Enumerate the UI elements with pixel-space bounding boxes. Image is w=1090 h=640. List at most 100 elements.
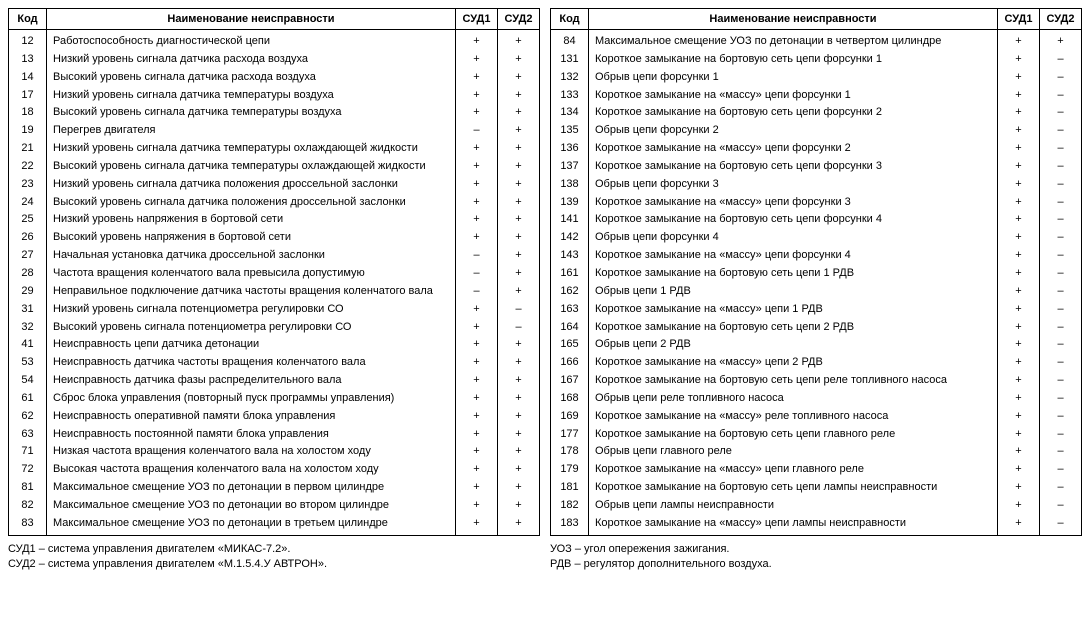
cell-sud2: +: [498, 443, 540, 461]
cell-sud1: +: [998, 318, 1040, 336]
table-row: 14Высокий уровень сигнала датчика расход…: [9, 68, 540, 86]
cell-code: 53: [9, 354, 47, 372]
cell-sud1: +: [998, 514, 1040, 535]
legend-right: УОЗ – угол опережения зажигания. РДВ – р…: [550, 542, 1082, 573]
cell-sud1: +: [998, 50, 1040, 68]
cell-sud1: +: [456, 425, 498, 443]
cell-sud2: –: [1040, 122, 1082, 140]
cell-code: 169: [551, 407, 589, 425]
cell-name: Обрыв цепи форсунки 1: [589, 68, 998, 86]
cell-code: 141: [551, 211, 589, 229]
cell-sud2: –: [1040, 229, 1082, 247]
cell-sud2: +: [498, 247, 540, 265]
cell-sud1: –: [456, 264, 498, 282]
cell-code: 32: [9, 318, 47, 336]
table-row: 167Короткое замыкание на бортовую сеть ц…: [551, 372, 1082, 390]
cell-code: 14: [9, 68, 47, 86]
cell-name: Неисправность оперативной памяти блока у…: [47, 407, 456, 425]
cell-name: Неправильное подключение датчика частоты…: [47, 282, 456, 300]
cell-sud2: –: [498, 318, 540, 336]
table-row: 26Высокий уровень напряжения в бортовой …: [9, 229, 540, 247]
cell-sud2: –: [1040, 389, 1082, 407]
cell-name: Низкий уровень сигнала датчика положения…: [47, 175, 456, 193]
cell-name: Короткое замыкание на бортовую сеть цепи…: [589, 372, 998, 390]
cell-sud2: +: [498, 140, 540, 158]
cell-code: 13: [9, 50, 47, 68]
cell-name: Неисправность постоянной памяти блока уп…: [47, 425, 456, 443]
cell-sud1: +: [456, 30, 498, 51]
header-name: Наименование неисправности: [47, 9, 456, 30]
cell-sud1: +: [998, 175, 1040, 193]
legend: СУД1 – система управления двигателем «МИ…: [8, 542, 1082, 573]
cell-code: 132: [551, 68, 589, 86]
cell-sud1: –: [456, 122, 498, 140]
cell-sud2: +: [498, 211, 540, 229]
legend-line: РДВ – регулятор дополнительного воздуха.: [550, 557, 1082, 572]
cell-code: 136: [551, 140, 589, 158]
cell-sud1: +: [998, 86, 1040, 104]
cell-name: Неисправность цепи датчика детонации: [47, 336, 456, 354]
cell-name: Обрыв цепи главного реле: [589, 443, 998, 461]
table-row: 178Обрыв цепи главного реле+–: [551, 443, 1082, 461]
table-row: 27Начальная установка датчика дроссельно…: [9, 247, 540, 265]
cell-sud1: +: [456, 193, 498, 211]
table-row: 18Высокий уровень сигнала датчика темпер…: [9, 104, 540, 122]
cell-sud1: +: [456, 318, 498, 336]
table-row: 137Короткое замыкание на бортовую сеть ц…: [551, 157, 1082, 175]
cell-sud1: +: [998, 282, 1040, 300]
cell-sud2: +: [498, 514, 540, 535]
cell-sud2: –: [1040, 140, 1082, 158]
cell-name: Короткое замыкание на бортовую сеть цепи…: [589, 104, 998, 122]
cell-code: 162: [551, 282, 589, 300]
table-row: 19Перегрев двигателя–+: [9, 122, 540, 140]
cell-sud1: +: [456, 140, 498, 158]
cell-sud2: +: [498, 425, 540, 443]
cell-sud2: +: [498, 175, 540, 193]
cell-code: 21: [9, 140, 47, 158]
cell-code: 183: [551, 514, 589, 535]
cell-code: 24: [9, 193, 47, 211]
cell-name: Высокий уровень сигнала датчика температ…: [47, 157, 456, 175]
cell-sud1: +: [456, 300, 498, 318]
cell-sud2: –: [1040, 175, 1082, 193]
cell-sud1: +: [998, 104, 1040, 122]
cell-sud1: +: [998, 229, 1040, 247]
cell-name: Высокий уровень сигнала датчика расхода …: [47, 68, 456, 86]
cell-name: Короткое замыкание на бортовую сеть цепи…: [589, 479, 998, 497]
cell-name: Короткое замыкание на бортовую сеть цепи…: [589, 318, 998, 336]
table-row: 72Высокая частота вращения коленчатого в…: [9, 461, 540, 479]
cell-code: 62: [9, 407, 47, 425]
cell-code: 167: [551, 372, 589, 390]
cell-sud1: +: [456, 407, 498, 425]
legend-line: СУД1 – система управления двигателем «МИ…: [8, 542, 540, 557]
table-row: 161Короткое замыкание на бортовую сеть ц…: [551, 264, 1082, 282]
cell-sud2: –: [498, 300, 540, 318]
table-row: 163Короткое замыкание на «массу» цепи 1 …: [551, 300, 1082, 318]
cell-code: 22: [9, 157, 47, 175]
table-row: 136Короткое замыкание на «массу» цепи фо…: [551, 140, 1082, 158]
cell-code: 131: [551, 50, 589, 68]
table-row: 63Неисправность постоянной памяти блока …: [9, 425, 540, 443]
cell-sud1: +: [998, 247, 1040, 265]
cell-code: 19: [9, 122, 47, 140]
table-row: 62Неисправность оперативной памяти блока…: [9, 407, 540, 425]
cell-sud2: +: [498, 50, 540, 68]
cell-sud2: –: [1040, 407, 1082, 425]
cell-name: Максимальное смещение УОЗ по детонации в…: [47, 514, 456, 535]
cell-name: Короткое замыкание на бортовую сеть цепи…: [589, 157, 998, 175]
table-row: 134Короткое замыкание на бортовую сеть ц…: [551, 104, 1082, 122]
cell-sud1: +: [998, 157, 1040, 175]
cell-sud1: +: [998, 68, 1040, 86]
cell-name: Высокий уровень сигнала потенциометра ре…: [47, 318, 456, 336]
table-row: 143Короткое замыкание на «массу» цепи фо…: [551, 247, 1082, 265]
table-row: 84Максимальное смещение УОЗ по детонации…: [551, 30, 1082, 51]
cell-name: Высокая частота вращения коленчатого вал…: [47, 461, 456, 479]
cell-code: 143: [551, 247, 589, 265]
header-sud1: СУД1: [998, 9, 1040, 30]
cell-name: Максимальное смещение УОЗ по детонации в…: [47, 496, 456, 514]
table-row: 29Неправильное подключение датчика часто…: [9, 282, 540, 300]
cell-sud2: +: [498, 157, 540, 175]
cell-name: Частота вращения коленчатого вала превыс…: [47, 264, 456, 282]
cell-code: 31: [9, 300, 47, 318]
table-row: 53Неисправность датчика частоты вращения…: [9, 354, 540, 372]
